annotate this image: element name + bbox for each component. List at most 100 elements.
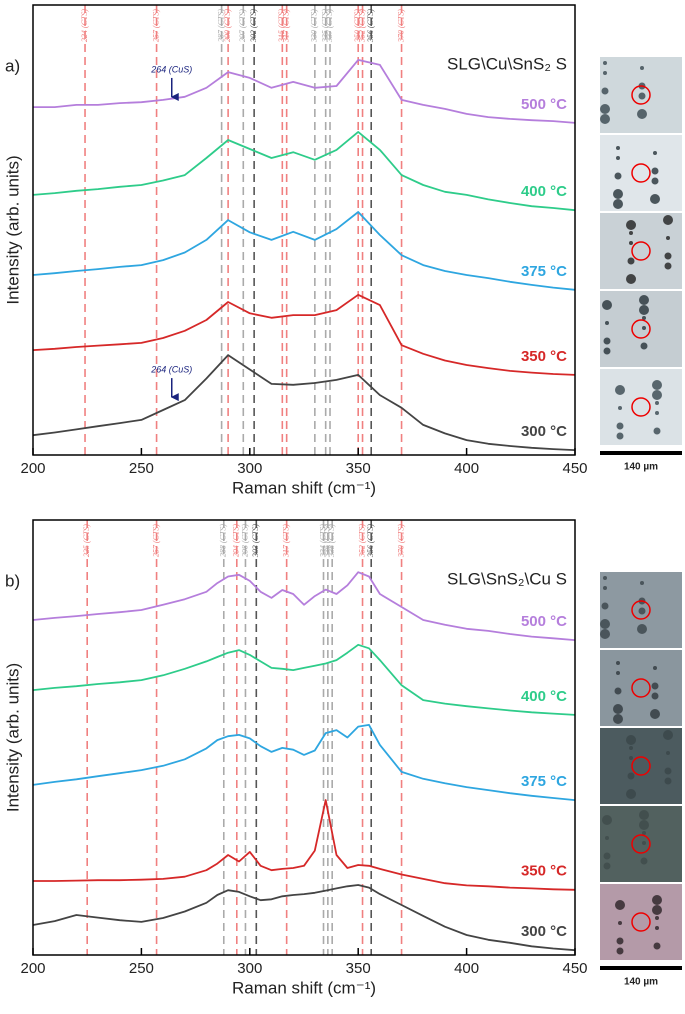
micrograph-speck <box>605 836 609 840</box>
micrograph-speck <box>603 347 611 355</box>
spectrum-line <box>32 131 576 212</box>
legend-label: 400 °C <box>521 688 567 705</box>
micrograph <box>600 884 682 960</box>
plot-frame <box>32 4 576 456</box>
measurement-spot <box>631 600 651 620</box>
micrograph-speck <box>639 305 649 315</box>
micrograph-speck <box>652 390 662 400</box>
micrograph-speck <box>655 411 659 415</box>
x-tick-label: 200 <box>20 960 45 977</box>
micrograph-speck <box>626 274 636 284</box>
measurement-spot <box>631 241 651 261</box>
spectrum-line <box>32 293 576 376</box>
micrograph-speck <box>629 746 633 750</box>
reference-label: 336 (CTS) <box>323 524 332 558</box>
scale-bar <box>600 451 682 455</box>
micrograph-speck <box>650 194 660 204</box>
reference-label: 352 (CTS) <box>357 524 366 558</box>
micrograph-speck <box>605 321 609 325</box>
legend-label: 375 °C <box>521 773 567 790</box>
x-tick-label: 450 <box>562 960 587 977</box>
reference-label: 302 (CTS) <box>249 9 258 43</box>
micrograph-speck <box>603 586 607 590</box>
micrograph-speck <box>652 380 662 390</box>
micrograph-speck <box>637 109 647 119</box>
micrograph-speck <box>650 709 660 719</box>
micrograph-speck <box>613 704 623 714</box>
scale-bar-label: 140 µm <box>624 977 658 988</box>
spectrum-line <box>32 724 576 801</box>
reference-label: 352 (CTS) <box>357 9 366 43</box>
micrograph-speck <box>616 947 624 955</box>
micrograph-speck <box>664 777 672 785</box>
x-tick-label: 250 <box>129 460 154 477</box>
micrograph-speck <box>655 916 659 920</box>
reference-label: 224 (CTS) <box>80 9 89 42</box>
scale-bar <box>600 966 682 970</box>
micrograph-speck <box>615 385 625 395</box>
micrograph-speck <box>651 682 659 690</box>
micrograph-speck <box>655 926 659 930</box>
micrograph-speck <box>666 751 670 755</box>
micrograph-speck <box>652 905 662 915</box>
panel-label: a) <box>5 56 20 75</box>
micrograph-speck <box>651 692 659 700</box>
spectrum-line <box>32 354 576 451</box>
micrograph-speck <box>618 921 622 925</box>
reference-label: 338 (CTS) <box>327 524 336 558</box>
reference-label: 303 (CTS) <box>251 524 260 558</box>
micrograph-speck <box>651 167 659 175</box>
y-axis-label: Intensity (arb. units) <box>3 663 22 812</box>
micrograph-speck <box>614 172 622 180</box>
micrograph-speck <box>639 820 649 830</box>
micrograph-speck <box>640 66 644 70</box>
reference-label: 356 (CTS) <box>366 524 375 558</box>
reference-label: 298 (CTS) <box>240 524 249 557</box>
micrograph-speck <box>651 177 659 185</box>
micrograph-speck <box>626 789 636 799</box>
micrograph-speck <box>601 87 609 95</box>
legend-label: 350 °C <box>521 863 567 880</box>
micrograph <box>600 369 682 445</box>
micrograph-speck <box>663 215 673 225</box>
measurement-spot <box>631 319 651 339</box>
micrograph-speck <box>637 624 647 634</box>
micrograph-speck <box>653 427 661 435</box>
x-tick-label: 400 <box>454 460 479 477</box>
micrograph-speck <box>614 687 622 695</box>
reference-label: 290 (CTS) <box>223 9 232 42</box>
micrograph-speck <box>664 767 672 775</box>
legend-label: 400 °C <box>521 183 567 200</box>
reference-label: 337 (CTS) <box>325 9 334 43</box>
micrograph-speck <box>627 772 635 780</box>
micrograph-speck <box>603 576 607 580</box>
reference-label: 317 (CTS) <box>281 9 290 43</box>
reference-label: 294 (CTS) <box>232 524 241 557</box>
micrograph-speck <box>642 326 646 330</box>
micrograph-speck <box>629 231 633 235</box>
measurement-spot <box>631 912 651 932</box>
micrograph-speck <box>602 815 612 825</box>
micrograph-speck <box>653 942 661 950</box>
micrograph-speck <box>600 619 610 629</box>
micrograph-speck <box>618 406 622 410</box>
scale-bar-label: 140 µm <box>624 462 658 473</box>
reference-label: 287 (CTS) <box>216 9 225 42</box>
reference-label: 334 (CTS) <box>318 524 327 558</box>
x-tick-label: 300 <box>237 960 262 977</box>
reference-label: 356 (CTS) <box>366 9 375 43</box>
panel-title: SLG\SnS₂\Cu S <box>447 569 567 588</box>
micrograph-speck <box>616 422 624 430</box>
micrograph-speck <box>603 862 611 870</box>
y-axis-label: Intensity (arb. units) <box>3 155 22 304</box>
micrograph-speck <box>642 841 646 845</box>
x-tick-label: 300 <box>237 460 262 477</box>
legend-label: 300 °C <box>521 923 567 940</box>
spectrum-line <box>32 884 576 952</box>
micrograph-speck <box>616 661 620 665</box>
reference-label: 257 (CTS) <box>151 9 160 42</box>
micrograph-speck <box>655 401 659 405</box>
micrograph-speck <box>664 252 672 260</box>
micrograph-speck <box>616 432 624 440</box>
